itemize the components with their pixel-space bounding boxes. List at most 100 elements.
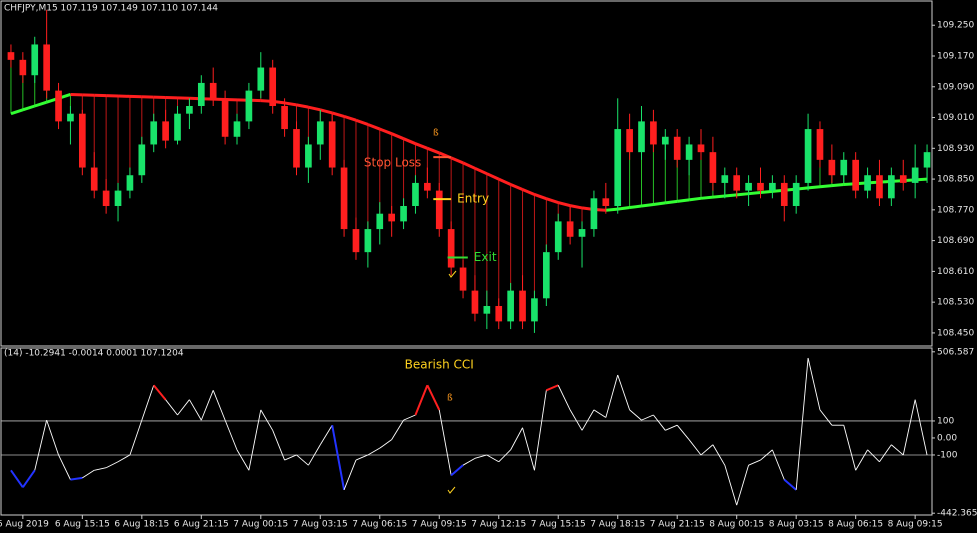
x-tick-label: 7 Aug 00:15 — [233, 520, 288, 530]
candle-body — [400, 206, 407, 222]
ma-line — [426, 146, 440, 155]
ma-line — [331, 111, 345, 118]
annotation-label: Stop Loss — [364, 156, 421, 170]
ma-line — [748, 191, 761, 196]
cci-line — [248, 409, 262, 471]
cci-line — [676, 424, 690, 440]
ma-line — [557, 201, 571, 208]
candle-body — [554, 221, 562, 253]
cci-line — [712, 444, 726, 466]
arrow-icon: ß — [447, 394, 453, 404]
cci-line — [105, 461, 119, 469]
y-tick-label: 109.010 — [937, 113, 974, 123]
x-tick-label: 6 Aug 21:15 — [174, 520, 229, 530]
y-tick-label: -100 — [937, 450, 958, 460]
candle-body — [876, 175, 883, 199]
cci-line — [879, 444, 892, 463]
ma-line — [379, 127, 393, 136]
candle-body — [864, 175, 871, 191]
candle-body — [816, 129, 824, 160]
cci-line — [212, 390, 226, 421]
cci-line — [902, 399, 916, 456]
candle-body — [566, 221, 574, 237]
cci-line — [414, 384, 429, 416]
cci-title: Bearish CCI — [405, 358, 474, 372]
cci-line — [141, 385, 155, 421]
candle-body — [316, 121, 324, 145]
cci-line — [58, 454, 71, 480]
cci-line — [296, 454, 309, 466]
y-tick-label: 108.450 — [937, 328, 974, 338]
candle-body — [507, 290, 514, 322]
annotation-label: Exit — [474, 250, 497, 264]
ma-line — [712, 194, 725, 199]
y-tick-label: 108.610 — [937, 267, 974, 277]
ma-line — [545, 197, 559, 204]
ma-line — [665, 199, 678, 205]
candle-body — [673, 136, 681, 160]
x-tick-label: 6 Aug 18:15 — [114, 520, 169, 530]
price-panel — [0, 0, 933, 347]
x-tick-label: 7 Aug 15:15 — [531, 520, 586, 530]
cci-line — [177, 399, 190, 416]
ma-line — [510, 183, 524, 191]
cci-header: (14) -10.2941 -0.0014 0.0001 107.1204 — [4, 349, 184, 359]
cci-line — [522, 427, 535, 471]
cci-line — [403, 414, 416, 421]
candle-body — [638, 121, 645, 153]
candle-body — [197, 82, 205, 106]
x-tick-label: 8 Aug 00:15 — [709, 520, 764, 530]
ma-line — [533, 193, 547, 201]
y-tick-label: 109.090 — [937, 82, 974, 92]
y-tick-label: -442.3655 — [937, 509, 977, 519]
candle-body — [590, 198, 598, 230]
cci-line — [629, 409, 642, 421]
cci-line — [688, 439, 702, 456]
ma-line — [391, 132, 405, 141]
cci-line — [367, 447, 380, 456]
x-tick-label: 6 Aug 15:15 — [55, 520, 110, 530]
ma-line — [355, 118, 369, 126]
cci-line — [557, 385, 571, 411]
cci-panel — [0, 347, 933, 516]
cci-line — [10, 469, 24, 488]
candle-body — [828, 159, 836, 176]
x-tick-label: 8 Aug 03:15 — [769, 520, 824, 530]
cci-line — [450, 464, 464, 477]
candle-body — [792, 182, 800, 206]
candle-body — [519, 290, 526, 322]
cci-line — [783, 478, 797, 491]
cci-line — [665, 424, 678, 431]
cci-line — [82, 469, 95, 479]
cci-line — [117, 454, 131, 463]
candle-body — [340, 167, 348, 230]
candle-body — [650, 121, 657, 145]
ma-line — [641, 202, 654, 208]
candle-body — [7, 52, 15, 60]
cci-line — [189, 399, 202, 421]
ma-line — [760, 189, 773, 195]
x-tick-label: 8 Aug 06:15 — [828, 520, 883, 530]
y-tick-label: 109.170 — [937, 52, 974, 62]
ma-line — [34, 100, 48, 108]
cci-line — [426, 384, 441, 411]
candle-body — [424, 182, 431, 191]
ma-line — [521, 188, 536, 196]
candle-body — [90, 167, 98, 191]
ma-line — [10, 108, 24, 116]
candle-body — [19, 59, 27, 76]
y-tick-label: 100 — [937, 416, 954, 426]
ma-line — [498, 177, 512, 186]
cci-line — [474, 454, 487, 459]
candle-body — [733, 175, 741, 191]
cci-line — [379, 439, 392, 449]
candle-body — [102, 190, 110, 206]
cci-line — [510, 427, 523, 451]
ma-line — [605, 207, 618, 212]
candle-body — [483, 306, 491, 314]
x-tick-label: 7 Aug 06:15 — [352, 520, 407, 530]
cci-line — [581, 409, 595, 431]
candle-body — [293, 129, 300, 168]
ma-line — [450, 156, 464, 165]
ma-line — [402, 137, 417, 146]
